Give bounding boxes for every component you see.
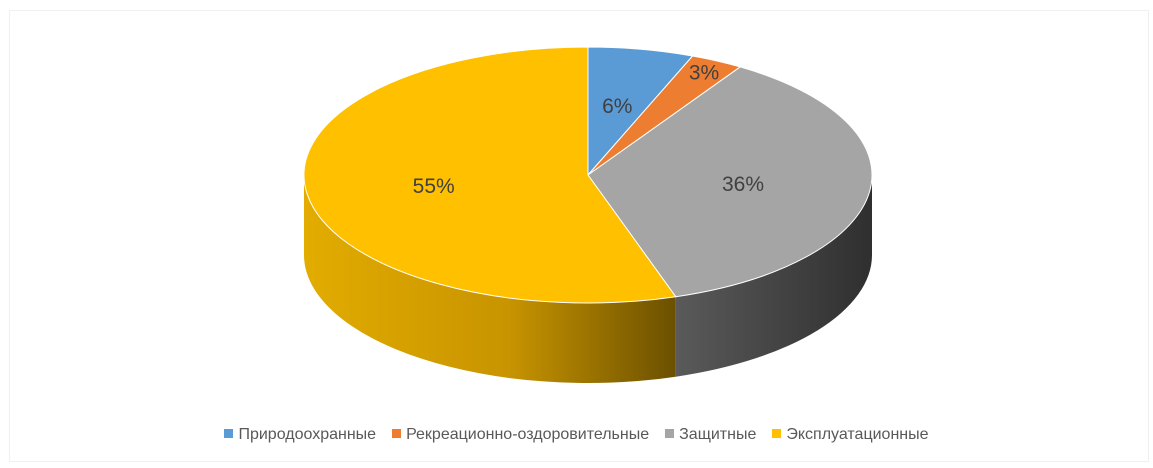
legend-item-рекреационно-оздоровительные: Рекреационно-оздоровительные bbox=[392, 426, 649, 444]
legend-item-эксплуатационные: Эксплуатационные bbox=[772, 426, 929, 444]
data-label-эксплуатационные: 55% bbox=[413, 175, 455, 198]
pie-slice-защитные bbox=[587, 66, 873, 298]
legend-swatch bbox=[772, 429, 782, 438]
legend-swatch bbox=[392, 429, 402, 438]
legend-label: Защитные bbox=[679, 426, 757, 443]
legend: Природоохранные Рекреационно-оздоровитель… bbox=[0, 426, 1153, 444]
legend-item-защитные: Защитные bbox=[665, 426, 756, 444]
pie-side-защитные bbox=[675, 175, 872, 377]
pie-slice-эксплуатационные bbox=[303, 46, 677, 304]
legend-label: Рекреационно-оздоровительные bbox=[406, 426, 650, 443]
legend-swatch bbox=[224, 429, 234, 438]
legend-swatch bbox=[665, 429, 675, 438]
data-label-рекреационно-оздоровительные: 3% bbox=[689, 61, 719, 84]
legend-label: Природоохранные bbox=[238, 426, 377, 443]
legend-label: Эксплуатационные bbox=[786, 426, 929, 443]
pie-side-эксплуатационные bbox=[304, 175, 676, 383]
legend-item-природоохранные: Природоохранные bbox=[224, 426, 376, 444]
data-label-защитные: 36% bbox=[722, 173, 764, 196]
data-label-природоохранные: 6% bbox=[602, 95, 632, 118]
